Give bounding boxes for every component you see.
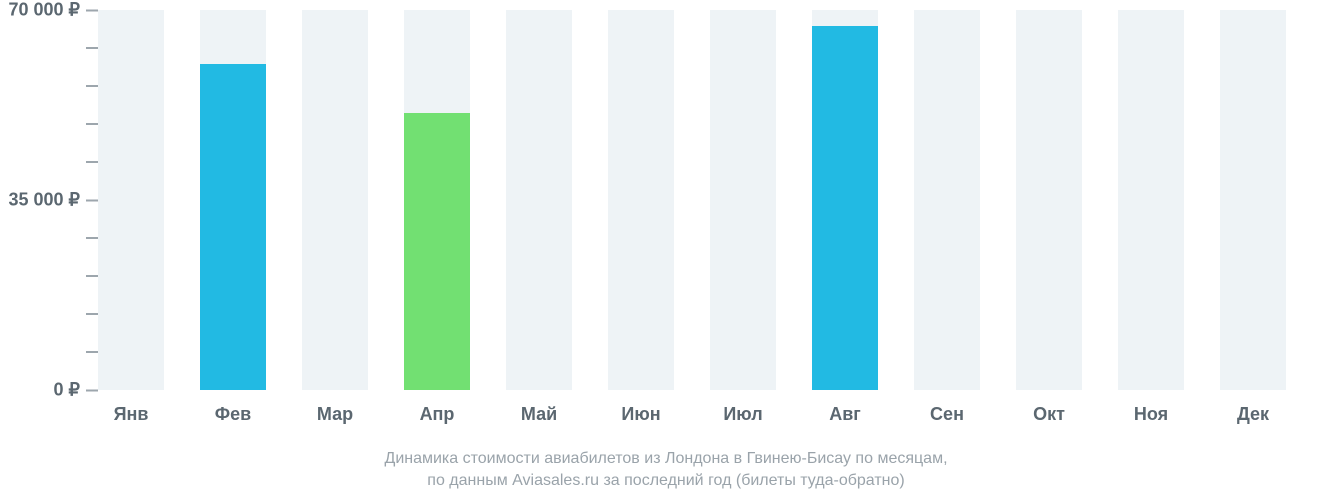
y-axis-minor-tick <box>86 161 98 163</box>
x-axis-label: Сен <box>930 404 964 425</box>
x-axis-label: Май <box>521 404 557 425</box>
tick-dash-icon <box>86 85 98 87</box>
bar-slot <box>1220 10 1286 390</box>
caption-line-1: Динамика стоимости авиабилетов из Лондон… <box>0 448 1332 470</box>
y-axis-minor-tick <box>86 313 98 315</box>
y-axis-minor-tick <box>86 123 98 125</box>
bar-background <box>98 10 164 390</box>
chart-caption: Динамика стоимости авиабилетов из Лондон… <box>0 448 1332 492</box>
tick-dash-icon <box>86 313 98 315</box>
bar-slot <box>404 10 470 390</box>
caption-line-2: по данным Aviasales.ru за последний год … <box>0 470 1332 492</box>
tick-dash-icon <box>86 123 98 125</box>
bar-slot <box>812 10 878 390</box>
bar-slot <box>710 10 776 390</box>
tick-dash-icon <box>86 389 98 391</box>
tick-dash-icon <box>86 47 98 49</box>
plot-area: 0 ₽35 000 ₽70 000 ₽ЯнвФевМарАпрМайИюнИюл… <box>98 10 1322 390</box>
y-axis-tick: 70 000 ₽ <box>8 0 98 21</box>
tick-dash-icon <box>86 9 98 11</box>
tick-dash-icon <box>86 199 98 201</box>
y-axis-tick-label: 0 ₽ <box>54 380 80 401</box>
tick-dash-icon <box>86 275 98 277</box>
y-axis-tick: 35 000 ₽ <box>8 190 98 211</box>
bar-background <box>1220 10 1286 390</box>
y-axis-minor-tick <box>86 85 98 87</box>
bar-slot <box>98 10 164 390</box>
y-axis-tick: 0 ₽ <box>54 380 98 401</box>
bar-background <box>302 10 368 390</box>
bar-background <box>914 10 980 390</box>
bar-slot <box>302 10 368 390</box>
y-axis-tick-label: 35 000 ₽ <box>8 190 80 211</box>
x-axis-label: Авг <box>829 404 861 425</box>
x-axis-label: Ноя <box>1134 404 1168 425</box>
bar-background <box>1016 10 1082 390</box>
bar-background <box>1118 10 1184 390</box>
tick-dash-icon <box>86 161 98 163</box>
bar-slot <box>1118 10 1184 390</box>
y-axis-tick-label: 70 000 ₽ <box>8 0 80 21</box>
bar-slot <box>608 10 674 390</box>
x-axis-label: Июн <box>621 404 660 425</box>
y-axis-minor-tick <box>86 47 98 49</box>
bar-value <box>200 64 266 390</box>
price-dynamics-chart: 0 ₽ 35 000 ₽ 70 000 ₽ Янв Фев Мар Апр Май Июн Июл… <box>0 0 1332 502</box>
bar-background <box>608 10 674 390</box>
x-axis-label: Июл <box>723 404 762 425</box>
y-axis-minor-tick <box>86 237 98 239</box>
x-axis-label: Янв <box>114 404 149 425</box>
bar-background <box>710 10 776 390</box>
bar-slot <box>1016 10 1082 390</box>
x-axis-label: Апр <box>420 404 455 425</box>
bar-value <box>812 26 878 390</box>
x-axis-label: Фев <box>215 404 251 425</box>
x-axis-label: Мар <box>317 404 353 425</box>
bar-value <box>404 113 470 390</box>
bar-background <box>506 10 572 390</box>
x-axis-label: Дек <box>1237 404 1269 425</box>
x-axis-label: Окт <box>1033 404 1065 425</box>
bar-slot <box>506 10 572 390</box>
y-axis-minor-tick <box>86 351 98 353</box>
tick-dash-icon <box>86 237 98 239</box>
bar-slot <box>200 10 266 390</box>
tick-dash-icon <box>86 351 98 353</box>
y-axis-minor-tick <box>86 275 98 277</box>
bar-slot <box>914 10 980 390</box>
